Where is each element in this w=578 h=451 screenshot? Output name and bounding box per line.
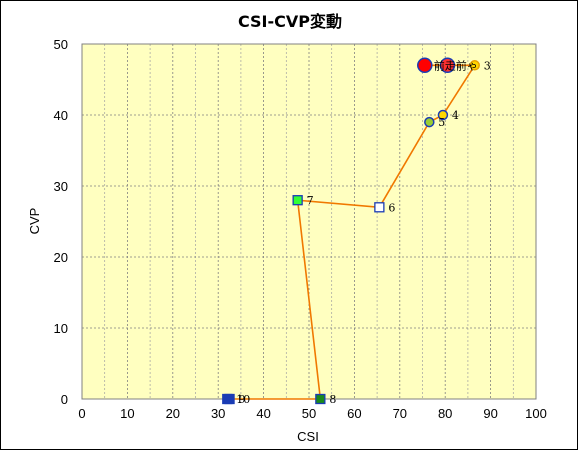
point-label: 10 bbox=[236, 393, 250, 406]
y-axis-label: CVP bbox=[27, 208, 42, 235]
point-label: 4 bbox=[452, 109, 459, 122]
data-point bbox=[424, 116, 435, 128]
point-label: 5 bbox=[438, 116, 445, 129]
data-point bbox=[315, 393, 326, 405]
data-point bbox=[224, 393, 235, 405]
point-label: 9 bbox=[239, 393, 246, 406]
x-axis-label: CSI bbox=[297, 429, 319, 444]
data-point bbox=[374, 202, 385, 213]
x-tick-label: 90 bbox=[483, 406, 497, 421]
y-tick-label: 10 bbox=[54, 321, 68, 336]
y-tick-label: 50 bbox=[54, 37, 68, 52]
data-points bbox=[222, 57, 480, 405]
x-tick-label: 20 bbox=[166, 406, 180, 421]
grid bbox=[82, 44, 536, 399]
data-point bbox=[469, 60, 480, 71]
data-point bbox=[417, 57, 433, 74]
y-tick-label: 40 bbox=[54, 108, 68, 123]
x-tick-label: 10 bbox=[120, 406, 134, 421]
data-point bbox=[437, 109, 449, 121]
data-point bbox=[439, 57, 456, 74]
x-tick-label: 30 bbox=[211, 406, 225, 421]
x-tick-label: 60 bbox=[347, 406, 361, 421]
x-tick-label: 100 bbox=[525, 406, 547, 421]
tick-labels: 0 10 20 30 40 50 60 70 80 90 100 0 10 20 30 40 50 bbox=[54, 37, 547, 421]
point-label: 3 bbox=[484, 59, 491, 72]
chart-title: CSI-CVP変動 bbox=[238, 12, 342, 31]
point-label: 7 bbox=[307, 194, 314, 207]
point-label: 6 bbox=[388, 201, 395, 214]
y-tick-label: 0 bbox=[61, 392, 68, 407]
x-tick-label: 50 bbox=[302, 406, 316, 421]
y-tick-label: 30 bbox=[54, 179, 68, 194]
y-tick-label: 20 bbox=[54, 250, 68, 265]
x-tick-label: 40 bbox=[256, 406, 270, 421]
data-point bbox=[292, 195, 303, 206]
point-label-top: 前走前ゃ bbox=[434, 58, 478, 72]
x-tick-label: 80 bbox=[438, 406, 452, 421]
x-tick-label: 0 bbox=[78, 406, 85, 421]
x-tick-label: 70 bbox=[393, 406, 407, 421]
point-label: 8 bbox=[329, 393, 336, 406]
point-labels: 3 45 6 7 8 910 前走前ゃ bbox=[236, 58, 490, 406]
